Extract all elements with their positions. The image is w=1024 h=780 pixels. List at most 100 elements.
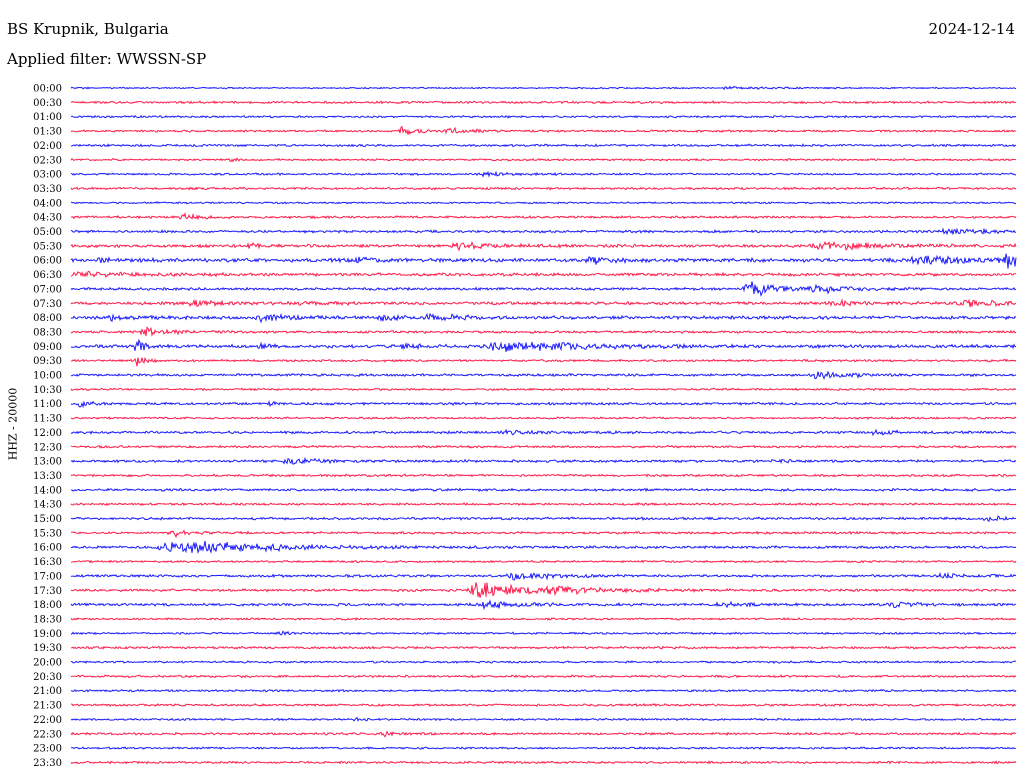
seismic-trace [70,559,1017,564]
seismic-trace [70,630,1017,636]
row-time-label: 21:00 [33,686,62,697]
row-time-label: 05:30 [33,241,62,252]
seismic-trace [70,582,1017,598]
seismic-trace [70,529,1017,539]
seismic-trace [70,387,1017,392]
seismic-trace [70,114,1017,119]
seismic-trace [70,428,1017,437]
seismic-trace [70,487,1017,493]
row-time-label: 03:00 [33,170,62,181]
seismic-trace [70,617,1017,621]
seismic-trace [70,515,1017,522]
station-title: BS Krupnik, Bulgaria [7,20,169,38]
row-time-label: 12:30 [33,442,62,453]
seismic-trace [70,716,1017,722]
row-time-label: 15:30 [33,528,62,539]
row-time-label: 13:30 [33,471,62,482]
seismic-trace [70,746,1017,751]
row-time-label: 09:30 [33,356,62,367]
row-time-label: 08:30 [33,327,62,338]
seismic-trace [70,85,1017,91]
seismic-trace [70,444,1017,449]
seismic-trace [70,400,1017,409]
seismic-trace [70,170,1017,178]
row-time-label: 00:30 [33,98,62,109]
filter-label: Applied filter: WWSSN-SP [7,50,207,68]
row-time-label: 14:00 [33,485,62,496]
row-time-label: 10:30 [33,385,62,396]
row-time-label: 20:30 [33,672,62,683]
row-time-label: 11:00 [33,399,62,410]
seismic-trace [70,370,1017,380]
row-time-label: 03:30 [33,184,62,195]
row-time-label: 19:30 [33,643,62,654]
row-time-label: 13:00 [33,457,62,468]
seismic-trace [70,502,1017,507]
seismic-trace [70,473,1017,478]
seismic-trace [70,227,1017,236]
row-time-label: 20:00 [33,658,62,669]
seismic-trace [70,270,1017,278]
row-time-label: 18:00 [33,600,62,611]
row-time-label: 04:30 [33,213,62,224]
row-time-label: 14:30 [33,500,62,511]
row-time-label: 15:00 [33,514,62,525]
seismic-trace [70,599,1017,611]
seismic-trace [70,100,1017,105]
row-time-label: 06:30 [33,270,62,281]
row-time-label: 17:00 [33,571,62,582]
row-time-label: 16:00 [33,543,62,554]
row-time-label: 02:00 [33,141,62,152]
seismic-trace [70,645,1017,650]
row-time-label: 06:00 [33,256,62,267]
seismic-trace [70,356,1017,367]
row-time-label: 07:30 [33,299,62,310]
row-time-label: 00:00 [33,84,62,95]
seismic-trace [70,702,1017,708]
seismic-trace [70,212,1017,221]
seismic-trace [70,456,1017,465]
seismic-trace [70,326,1017,337]
seismic-trace [70,730,1017,738]
seismic-trace [70,281,1017,297]
row-time-label: 18:30 [33,614,62,625]
seismic-trace [70,338,1017,353]
row-time-label: 01:30 [33,127,62,138]
seismic-trace [70,125,1017,135]
seismic-trace [70,688,1017,693]
row-time-label: 22:00 [33,715,62,726]
row-time-label: 17:30 [33,586,62,597]
seismic-trace [70,540,1017,554]
seismic-trace [70,312,1017,324]
seismic-trace [70,143,1017,148]
row-time-label: 11:30 [33,414,62,425]
seismic-trace [70,660,1017,665]
seismic-trace [70,253,1017,269]
seismic-trace [70,674,1017,679]
seismic-trace [70,571,1017,581]
row-time-label: 09:00 [33,342,62,353]
row-time-label: 05:00 [33,227,62,238]
seismic-trace [70,760,1017,765]
row-time-label: 16:30 [33,557,62,568]
row-time-label: 01:00 [33,112,62,123]
row-time-label: 19:00 [33,629,62,640]
seismic-trace [70,240,1017,252]
row-time-label: 07:00 [33,284,62,295]
seismic-trace [70,298,1017,308]
row-time-label: 04:00 [33,198,62,209]
seismic-trace [70,157,1017,163]
seismic-trace [70,416,1017,420]
row-time-label: 22:30 [33,729,62,740]
row-time-label: 21:30 [33,701,62,712]
seismic-trace [70,186,1017,191]
row-time-label: 23:30 [33,758,62,769]
row-time-label: 12:00 [33,428,62,439]
row-time-label: 10:00 [33,371,62,382]
row-time-label: 02:30 [33,155,62,166]
date-label: 2024-12-14 [928,20,1015,38]
seismic-trace [70,201,1017,205]
row-time-label: 23:00 [33,744,62,755]
row-time-label: 08:00 [33,313,62,324]
